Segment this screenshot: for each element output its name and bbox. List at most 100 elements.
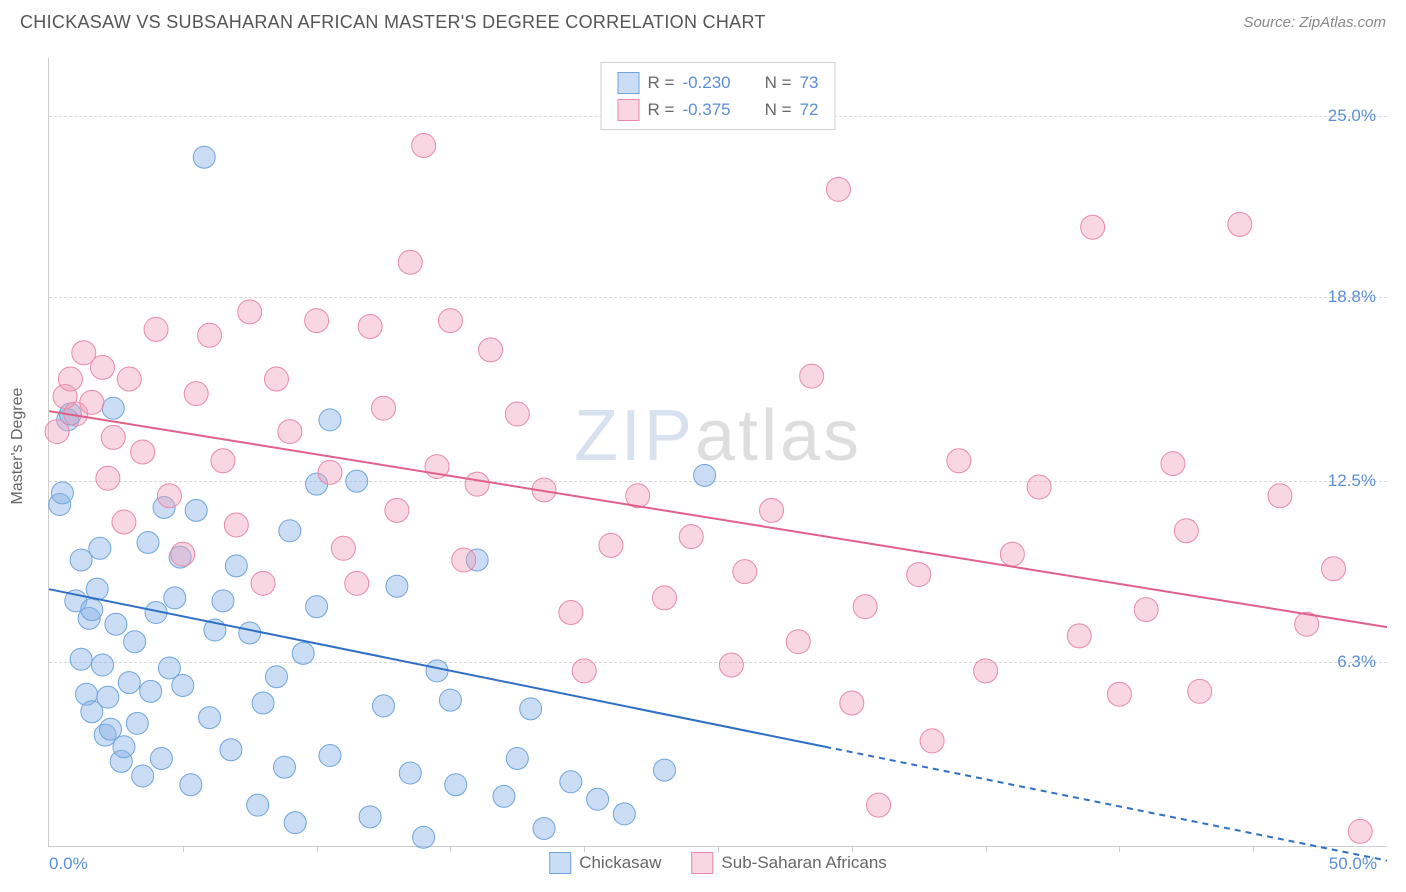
data-point xyxy=(920,729,944,753)
data-point xyxy=(102,397,124,419)
y-tick-label: 18.8% xyxy=(1328,287,1376,307)
data-point xyxy=(413,826,435,848)
data-point xyxy=(80,390,104,414)
legend-series: Chickasaw Sub-Saharan Africans xyxy=(549,852,887,874)
data-point xyxy=(386,575,408,597)
data-point xyxy=(45,420,69,444)
data-point xyxy=(126,712,148,734)
y-axis-title: Master's Degree xyxy=(9,388,27,505)
data-point xyxy=(305,309,329,333)
data-point xyxy=(89,537,111,559)
data-point xyxy=(345,571,369,595)
y-tick-label: 25.0% xyxy=(1328,106,1376,126)
data-point xyxy=(907,563,931,587)
data-point xyxy=(800,364,824,388)
x-tick xyxy=(317,846,318,852)
data-point xyxy=(719,653,743,677)
data-point xyxy=(252,692,274,714)
data-point xyxy=(199,707,221,729)
legend-series-item: Sub-Saharan Africans xyxy=(691,852,886,874)
legend-series-item: Chickasaw xyxy=(549,852,661,874)
data-point xyxy=(193,146,215,168)
data-point xyxy=(132,765,154,787)
data-point xyxy=(212,590,234,612)
data-point xyxy=(1107,682,1131,706)
data-point xyxy=(185,499,207,521)
data-point xyxy=(150,747,172,769)
data-point xyxy=(70,648,92,670)
plot-area: ZIPatlas R =-0.230N =73R =-0.375N =72 0.… xyxy=(48,58,1387,847)
data-point xyxy=(306,596,328,618)
data-point xyxy=(58,367,82,391)
legend-r-value: -0.230 xyxy=(682,69,730,96)
x-tick xyxy=(1119,846,1120,852)
chart-title: CHICKASAW VS SUBSAHARAN AFRICAN MASTER'S… xyxy=(20,12,766,33)
data-point xyxy=(1348,819,1372,843)
data-point xyxy=(786,630,810,654)
data-point xyxy=(506,747,528,769)
legend-stat-row: R =-0.375N =72 xyxy=(618,96,819,123)
legend-n-label: N = xyxy=(765,69,792,96)
x-tick xyxy=(183,846,184,852)
data-point xyxy=(385,498,409,522)
legend-n-value: 72 xyxy=(800,96,819,123)
data-point xyxy=(853,595,877,619)
data-point xyxy=(144,317,168,341)
y-tick-label: 6.3% xyxy=(1337,652,1376,672)
data-point xyxy=(251,571,275,595)
data-point xyxy=(653,759,675,781)
data-point xyxy=(479,338,503,362)
legend-r-label: R = xyxy=(648,69,675,96)
data-point xyxy=(131,440,155,464)
data-point xyxy=(292,642,314,664)
data-point xyxy=(760,498,784,522)
data-point xyxy=(1228,212,1252,236)
data-point xyxy=(679,525,703,549)
data-point xyxy=(560,771,582,793)
data-point xyxy=(1067,624,1091,648)
legend-swatch xyxy=(618,99,640,121)
x-axis-min-label: 0.0% xyxy=(49,854,88,874)
data-point xyxy=(445,774,467,796)
legend-r-value: -0.375 xyxy=(682,96,730,123)
data-point xyxy=(118,672,140,694)
data-point xyxy=(974,659,998,683)
data-point xyxy=(358,315,382,339)
data-point xyxy=(439,689,461,711)
data-point xyxy=(346,470,368,492)
legend-swatch xyxy=(549,852,571,874)
data-point xyxy=(279,520,301,542)
trend-line-extrapolated xyxy=(825,747,1387,861)
legend-swatch xyxy=(618,72,640,94)
data-point xyxy=(733,560,757,584)
data-point xyxy=(124,631,146,653)
data-point xyxy=(399,762,421,784)
data-point xyxy=(238,300,262,324)
data-point xyxy=(97,686,119,708)
legend-series-label: Sub-Saharan Africans xyxy=(721,853,886,873)
data-point xyxy=(140,680,162,702)
data-point xyxy=(1268,484,1292,508)
data-point xyxy=(1174,519,1198,543)
data-point xyxy=(1081,215,1105,239)
data-point xyxy=(1188,679,1212,703)
data-point xyxy=(247,794,269,816)
data-point xyxy=(264,367,288,391)
data-point xyxy=(70,549,92,571)
data-point xyxy=(171,542,195,566)
data-point xyxy=(224,513,248,537)
data-point xyxy=(92,654,114,676)
data-point xyxy=(105,613,127,635)
data-point xyxy=(587,788,609,810)
x-tick xyxy=(1253,846,1254,852)
data-point xyxy=(220,739,242,761)
data-point xyxy=(113,736,135,758)
data-point xyxy=(198,323,222,347)
data-point xyxy=(101,425,125,449)
data-point xyxy=(278,420,302,444)
legend-series-label: Chickasaw xyxy=(579,853,661,873)
data-point xyxy=(826,177,850,201)
data-point xyxy=(157,484,181,508)
legend-r-label: R = xyxy=(648,96,675,123)
x-tick xyxy=(450,846,451,852)
